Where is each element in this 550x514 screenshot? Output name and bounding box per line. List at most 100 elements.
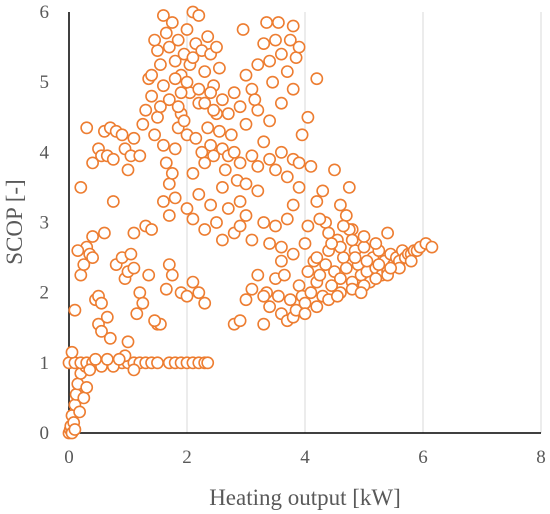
data-point — [263, 152, 276, 166]
data-point — [313, 268, 327, 282]
data-point — [310, 300, 324, 314]
data-point — [165, 268, 179, 282]
data-point — [156, 195, 170, 208]
data-point — [165, 16, 179, 29]
data-point — [277, 268, 291, 282]
data-point — [124, 247, 138, 261]
data-point — [162, 177, 176, 191]
data-point — [133, 286, 147, 300]
data-point — [233, 100, 247, 114]
data-point — [112, 352, 126, 366]
data-point — [245, 149, 259, 163]
data-point — [245, 82, 259, 96]
data-point — [168, 142, 182, 156]
data-point — [71, 244, 85, 257]
data-point — [95, 296, 108, 310]
data-point — [103, 331, 117, 345]
data-point — [95, 324, 108, 338]
data-point — [204, 198, 217, 212]
data-point — [325, 279, 338, 292]
data-point — [289, 51, 303, 64]
data-point — [283, 293, 297, 307]
data-point — [245, 282, 259, 296]
data-point — [162, 209, 176, 222]
data-point — [292, 279, 306, 292]
data-point — [121, 163, 135, 177]
data-point — [233, 195, 247, 208]
data-point — [342, 180, 356, 194]
data-point — [127, 261, 141, 275]
data-point — [171, 100, 185, 114]
data-point — [106, 195, 120, 208]
y-tick-label: 2 — [40, 283, 50, 304]
data-point — [257, 216, 271, 229]
data-point — [106, 152, 120, 166]
data-point — [162, 258, 176, 271]
data-point — [263, 54, 276, 68]
y-tick-label: 0 — [40, 423, 50, 444]
data-point — [280, 212, 294, 226]
data-point — [212, 124, 226, 138]
data-point — [292, 180, 306, 194]
data-point — [280, 170, 294, 184]
data-point — [257, 317, 271, 331]
data-point — [156, 9, 170, 22]
data-point — [165, 166, 179, 180]
data-point — [162, 93, 176, 107]
data-point — [260, 16, 273, 29]
data-point — [316, 184, 330, 198]
data-point — [251, 184, 265, 198]
data-point — [204, 138, 217, 152]
data-point — [100, 352, 114, 366]
data-point — [271, 16, 285, 29]
data-point — [148, 314, 161, 328]
data-point — [77, 391, 91, 405]
data-point — [224, 128, 238, 142]
data-point — [159, 282, 173, 296]
data-point — [136, 296, 150, 310]
data-point — [313, 212, 327, 226]
data-point — [248, 93, 262, 107]
data-point — [153, 100, 167, 114]
data-point — [339, 261, 353, 275]
data-point — [86, 230, 99, 243]
data-point — [86, 251, 99, 264]
data-point — [127, 226, 141, 240]
data-point — [145, 89, 158, 103]
data-point — [333, 198, 347, 212]
data-point — [162, 40, 176, 54]
data-point — [280, 65, 294, 78]
data-point — [298, 307, 312, 321]
data-point — [83, 363, 97, 377]
data-point — [301, 265, 315, 278]
y-tick-label: 3 — [40, 213, 50, 234]
data-point — [192, 286, 206, 300]
data-point — [115, 128, 129, 142]
x-tick-label: 4 — [300, 447, 310, 468]
data-point — [189, 131, 203, 145]
data-point — [239, 209, 253, 222]
data-point — [369, 237, 383, 250]
data-point — [263, 300, 276, 314]
data-point — [251, 58, 265, 71]
data-point — [142, 268, 156, 282]
data-point — [121, 335, 135, 349]
data-point — [239, 293, 253, 307]
data-point — [74, 268, 88, 282]
data-point — [310, 72, 324, 86]
data-point — [139, 103, 153, 117]
data-point — [215, 233, 229, 247]
data-point — [360, 254, 374, 268]
data-point — [151, 110, 164, 124]
data-point — [65, 345, 79, 359]
data-point — [301, 110, 315, 124]
data-point — [148, 33, 161, 47]
data-point — [233, 314, 247, 328]
data-point — [148, 128, 161, 142]
data-point — [336, 251, 350, 264]
data-point — [271, 289, 285, 303]
data-point — [336, 219, 350, 233]
data-point — [204, 86, 217, 100]
data-point — [269, 163, 282, 177]
data-point — [136, 117, 150, 131]
